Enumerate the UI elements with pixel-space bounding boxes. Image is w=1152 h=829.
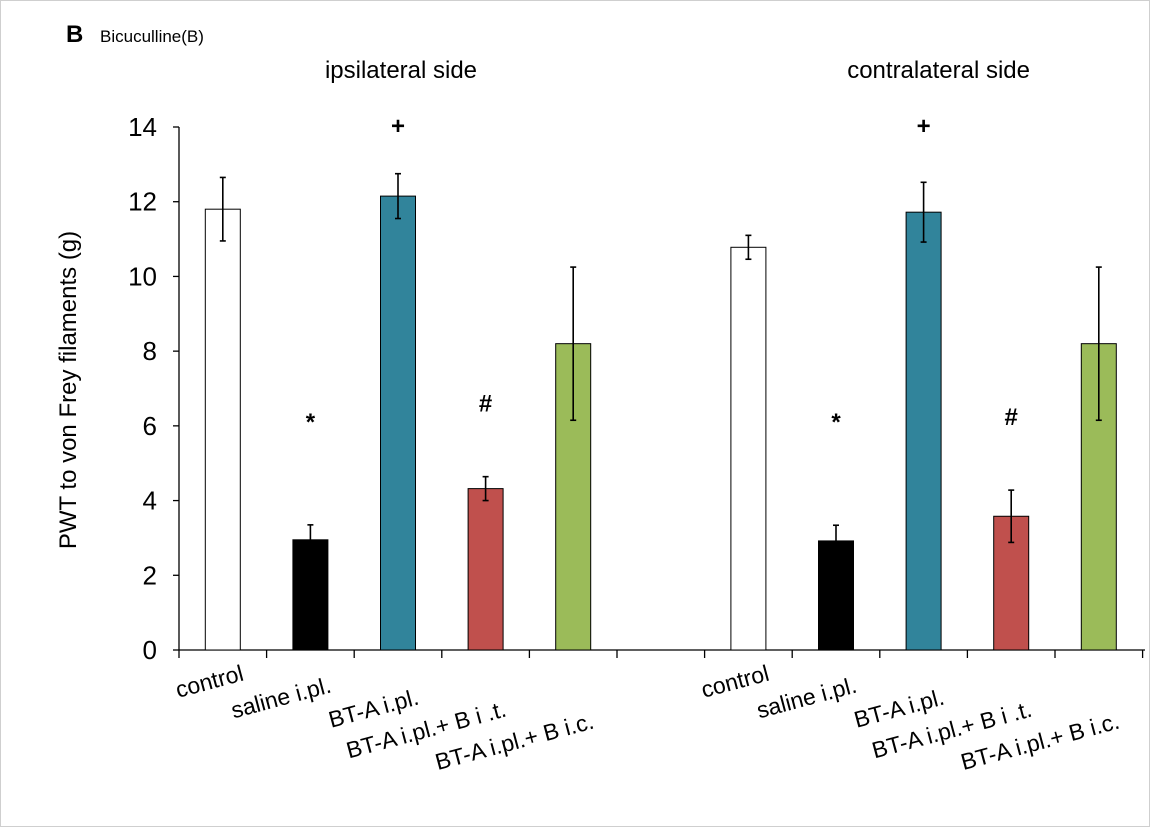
y-tick-label: 10 — [128, 261, 157, 291]
bar — [730, 246, 767, 651]
bar — [292, 539, 329, 651]
group-title: ipsilateral side — [325, 57, 477, 84]
significance-marker: * — [831, 409, 841, 436]
y-tick-label: 6 — [143, 411, 157, 441]
y-tick-label: 12 — [128, 187, 157, 217]
significance-marker: + — [391, 113, 405, 140]
significance-marker: # — [479, 391, 492, 418]
y-tick-label: 8 — [143, 336, 157, 366]
y-axis-label: PWT to von Frey filaments (g) — [55, 231, 82, 549]
significance-marker: # — [1005, 404, 1018, 431]
significance-marker: + — [917, 113, 931, 140]
panel-letter: B — [66, 21, 83, 48]
bar — [818, 540, 854, 651]
bar — [204, 208, 241, 651]
bar — [467, 488, 504, 651]
y-tick-label: 2 — [143, 560, 157, 590]
y-tick-label: 0 — [143, 635, 157, 665]
bar — [905, 211, 942, 651]
y-tick-label: 4 — [143, 486, 157, 516]
panel-label: Bicuculline(B) — [100, 27, 204, 46]
y-tick-label: 14 — [128, 112, 157, 142]
significance-marker: * — [306, 409, 316, 436]
group-title: contralateral side — [847, 57, 1030, 84]
bar — [380, 195, 416, 651]
